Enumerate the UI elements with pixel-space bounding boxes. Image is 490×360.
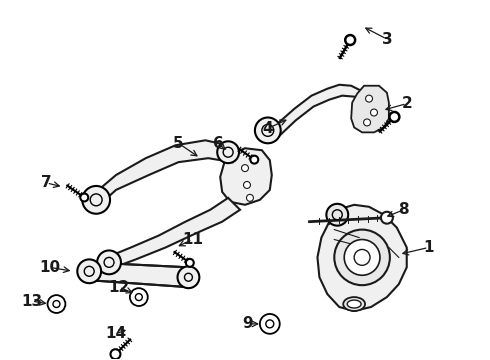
Circle shape [104, 257, 114, 267]
Circle shape [334, 230, 390, 285]
Circle shape [370, 109, 377, 116]
Circle shape [53, 301, 60, 307]
Polygon shape [220, 148, 272, 205]
Text: 2: 2 [401, 96, 412, 111]
Circle shape [364, 119, 370, 126]
Polygon shape [351, 86, 389, 132]
Circle shape [332, 210, 342, 220]
Text: 9: 9 [243, 316, 253, 332]
Circle shape [77, 260, 101, 283]
Circle shape [97, 251, 121, 274]
Text: 11: 11 [182, 232, 203, 247]
Circle shape [344, 239, 380, 275]
Polygon shape [96, 140, 232, 208]
Circle shape [110, 349, 121, 359]
Ellipse shape [347, 300, 361, 308]
Circle shape [326, 204, 348, 226]
Circle shape [354, 249, 370, 265]
Circle shape [262, 125, 274, 136]
Text: 1: 1 [423, 240, 434, 255]
Text: 12: 12 [108, 280, 129, 295]
Circle shape [177, 266, 199, 288]
Polygon shape [109, 198, 240, 269]
Polygon shape [278, 85, 377, 137]
Text: 4: 4 [263, 121, 273, 136]
Polygon shape [89, 262, 189, 287]
Circle shape [82, 186, 110, 214]
Circle shape [390, 112, 399, 122]
Circle shape [260, 314, 280, 334]
Circle shape [84, 266, 94, 276]
Circle shape [217, 141, 239, 163]
Circle shape [184, 273, 193, 281]
Circle shape [223, 147, 233, 157]
Text: 13: 13 [21, 293, 42, 309]
Circle shape [242, 165, 248, 172]
Circle shape [90, 194, 102, 206]
Circle shape [345, 35, 355, 45]
Circle shape [381, 212, 393, 224]
Circle shape [246, 194, 253, 201]
Text: 6: 6 [213, 136, 223, 151]
Text: 8: 8 [398, 202, 409, 217]
Circle shape [366, 95, 372, 102]
Text: 7: 7 [41, 175, 52, 190]
Circle shape [130, 288, 148, 306]
Text: 3: 3 [382, 32, 392, 46]
Text: 10: 10 [39, 260, 60, 275]
Polygon shape [318, 205, 407, 311]
Circle shape [135, 294, 142, 301]
Circle shape [250, 156, 258, 163]
Ellipse shape [343, 297, 365, 311]
Circle shape [80, 194, 88, 202]
Text: 14: 14 [105, 326, 126, 341]
Circle shape [255, 117, 281, 143]
Circle shape [266, 320, 274, 328]
Text: 5: 5 [173, 136, 184, 151]
Circle shape [186, 259, 194, 267]
Circle shape [48, 295, 65, 313]
Circle shape [244, 181, 250, 188]
